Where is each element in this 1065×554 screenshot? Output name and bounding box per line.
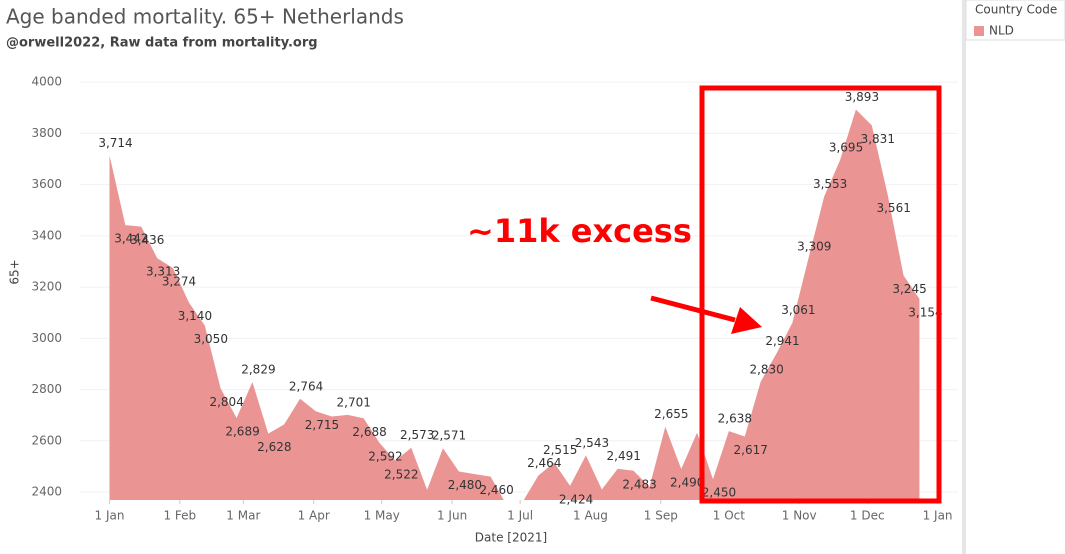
x-tick-label: 1 Oct [713, 509, 745, 523]
data-label: 2,573 [400, 428, 434, 442]
x-tick-label: 1 Mar [226, 509, 260, 523]
data-label: 2,829 [241, 363, 275, 377]
data-label: 3,553 [813, 177, 847, 191]
y-tick-label: 3000 [31, 331, 62, 345]
data-label: 2,688 [352, 425, 386, 439]
data-label: 3,309 [797, 240, 831, 254]
x-axis-title: Date [2021] [475, 531, 547, 545]
data-label: 2,450 [702, 486, 736, 500]
y-tick-label: 2400 [31, 485, 62, 499]
data-label: 2,655 [654, 407, 688, 421]
data-label: 2,424 [559, 492, 593, 506]
data-label: 2,804 [209, 395, 243, 409]
data-label: 2,464 [527, 456, 561, 470]
data-label: 2,715 [305, 418, 339, 432]
y-tick-label: 3800 [31, 126, 62, 140]
data-label: 2,941 [765, 334, 799, 348]
data-label: 2,830 [749, 362, 783, 376]
y-tick-label: 3400 [31, 228, 62, 242]
data-label: 2,571 [432, 429, 466, 443]
x-tick-label: 1 Feb [163, 509, 196, 523]
x-tick-label: 1 May [364, 509, 400, 523]
data-label: 3,050 [194, 332, 228, 346]
y-tick-label: 2600 [31, 433, 62, 447]
y-axis-title: 65+ [8, 259, 22, 284]
area [109, 109, 920, 500]
data-label: 3,436 [130, 233, 164, 247]
data-label: 2,543 [575, 436, 609, 450]
data-label: 3,313 [146, 265, 180, 279]
data-label: 3,154 [908, 305, 942, 319]
x-tick-label: 1 Nov [782, 509, 817, 523]
data-label: 3,714 [98, 136, 132, 150]
data-label: 3,893 [845, 90, 879, 104]
data-label: 2,490 [670, 475, 704, 489]
data-label: 3,140 [178, 309, 212, 323]
data-label: 3,442 [114, 232, 148, 246]
x-tick-label: 1 Jul [507, 509, 533, 523]
arrow-head [731, 307, 762, 334]
highlight-box [699, 85, 942, 504]
annotation-layer: ~11k excess [467, 85, 942, 504]
data-label: 2,689 [225, 425, 259, 439]
x-tick-label: 1 Apr [298, 509, 330, 523]
chart-title: Age banded mortality. 65+ Netherlands [6, 5, 404, 29]
data-label: 3,695 [829, 141, 863, 155]
legend-title: Country Code [975, 3, 1057, 17]
data-label: 2,638 [718, 412, 752, 426]
data-label: 2,480 [448, 478, 482, 492]
data-label: 2,628 [257, 440, 291, 454]
data-label: 3,245 [892, 282, 926, 296]
data-label: 3,061 [781, 303, 815, 317]
legend-divider [962, 0, 966, 554]
data-label: 3,831 [861, 132, 895, 146]
x-tick-label: 1 Jan [923, 509, 953, 523]
chart-subtitle: @orwell2022, Raw data from mortality.org [6, 36, 318, 51]
x-tick-label: 1 Sep [644, 509, 678, 523]
annotation: ~11k excess [467, 212, 692, 250]
legend-label: NLD [989, 24, 1014, 38]
y-tick-label: 3600 [31, 177, 62, 191]
y-tick-label: 2800 [31, 382, 62, 396]
arrow-shaft [650, 295, 736, 323]
data-label: 2,460 [479, 483, 513, 497]
data-label: 2,592 [368, 449, 402, 463]
data-label: 3,274 [162, 275, 196, 289]
data-label: 3,561 [876, 201, 910, 215]
data-label: 2,701 [337, 395, 371, 409]
x-tick-label: 1 Jan [95, 509, 125, 523]
x-tick-label: 1 Jun [437, 509, 467, 523]
data-label: 2,617 [734, 443, 768, 457]
data-label: 2,522 [384, 467, 418, 481]
legend-swatch [974, 26, 984, 36]
y-tick-label: 3200 [31, 280, 62, 294]
y-tick-label: 4000 [31, 75, 62, 89]
x-tick-label: 1 Aug [573, 509, 608, 523]
data-label: 2,483 [622, 477, 656, 491]
x-tick-label: 1 Dec [850, 509, 885, 523]
data-label: 2,515 [543, 443, 577, 457]
data-label: 2,491 [607, 449, 641, 463]
data-label: 2,764 [289, 379, 323, 393]
